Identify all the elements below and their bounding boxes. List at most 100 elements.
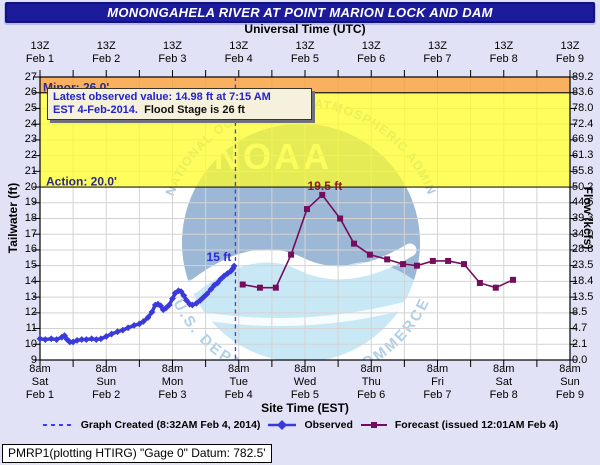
- left-tick-label: 22: [24, 149, 37, 162]
- right-tick-label: 83.6: [572, 86, 594, 99]
- observed-point-marker: [119, 326, 127, 334]
- bottom-tick-label: 8am Sat Feb 8: [489, 363, 518, 401]
- forecast-line: [242, 193, 514, 289]
- forecast-point-marker: [239, 281, 246, 288]
- flood-stage-note: Flood Stage is 26 ft: [144, 104, 245, 116]
- forecast-point-marker: [256, 284, 263, 291]
- bottom-axis-title: Site Time (EST): [261, 401, 349, 415]
- forecast-point-marker: [476, 279, 483, 286]
- observed-point-marker: [154, 300, 162, 308]
- left-tick-label: 26: [24, 86, 37, 99]
- forecast-point-marker: [445, 257, 452, 264]
- right-tick-label: 66.9: [572, 133, 594, 146]
- left-tick-label: 21: [24, 164, 37, 177]
- observed-point-marker: [144, 314, 152, 321]
- plot-border: [39, 76, 571, 361]
- forecast-peak-label: 19.5 ft: [308, 179, 343, 193]
- observed-point-marker: [108, 330, 115, 338]
- gage-datum-footer: PMRP1(plotting HTIRG) "Gage 0" Datum: 78…: [2, 444, 272, 463]
- legend-graph-created-label: Graph Created (8:32AM Feb 4, 2014): [80, 419, 261, 431]
- observed-point-marker: [124, 324, 132, 332]
- forecast-point-marker: [461, 261, 467, 268]
- left-tick-label: 9: [30, 353, 37, 366]
- right-tick-label: 89.2: [572, 70, 594, 83]
- latest-observed-line1: Latest observed value: 14.98 ft at 7:15 …: [53, 91, 271, 103]
- left-tick-label: 12: [24, 306, 37, 319]
- forecast-line-sample: [360, 422, 387, 428]
- right-tick-label: 72.4: [572, 117, 594, 130]
- left-tick-label: 14: [24, 274, 37, 287]
- left-tick-label: 15: [24, 259, 37, 272]
- forecast-point-marker: [429, 257, 436, 264]
- top-tick-label: 13Z Feb 3: [158, 40, 187, 65]
- right-tick-label: 28.8: [572, 243, 594, 256]
- left-tick-label: 13: [24, 290, 37, 303]
- observed-point-marker: [186, 300, 194, 308]
- chart-legend: Graph Created (8:32AM Feb 4, 2014) Obser…: [0, 419, 600, 431]
- top-tick-label: 13Z Feb 8: [489, 40, 518, 65]
- right-axis-title: Flow (kcfs): [581, 186, 595, 250]
- observed-point-marker: [114, 328, 121, 336]
- left-tick-label: 24: [24, 117, 37, 130]
- forecast-point-marker: [384, 256, 391, 263]
- right-tick-label: 23.5: [572, 259, 594, 272]
- observed-point-marker: [47, 335, 55, 343]
- top-tick-label: 13Z Feb 7: [423, 40, 452, 65]
- observed-line-sample: [268, 420, 297, 430]
- observed-point-marker: [230, 262, 238, 270]
- right-tick-label: 50.2: [572, 180, 594, 193]
- forecast-point-marker: [303, 206, 310, 213]
- observed-point-marker: [188, 301, 196, 309]
- forecast-point-marker: [366, 251, 373, 258]
- observed-point-marker: [88, 335, 96, 343]
- observed-point-marker: [78, 336, 86, 343]
- observed-point-marker: [180, 292, 188, 299]
- observed-point-marker: [82, 336, 90, 343]
- right-tick-label: 78.0: [572, 101, 594, 114]
- right-tick-label: 4.7: [572, 322, 588, 335]
- axis-ticks: [33, 70, 577, 367]
- latest-observed-line2: EST 4-Feb-2014. Flood Stage is 26 ft: [53, 104, 306, 117]
- top-tick-label: 13Z Feb 6: [357, 40, 386, 65]
- right-tick-label: 13.5: [572, 290, 594, 303]
- action-stage-label: Action: 20.0': [46, 175, 117, 189]
- right-tick-label: 8.5: [572, 306, 588, 319]
- left-tick-label: 20: [24, 180, 37, 193]
- observed-point-marker: [61, 332, 68, 340]
- right-tick-label: 39.3: [572, 212, 594, 224]
- observed-point-marker: [203, 290, 211, 298]
- forecast-point-marker: [337, 215, 344, 222]
- legend-observed-label: Observed: [304, 419, 353, 431]
- right-tick-label: 34.0: [572, 227, 594, 240]
- observed-point-marker: [159, 306, 167, 314]
- top-tick-label: 13Z Feb 1: [25, 40, 55, 65]
- forecast-point-marker: [319, 191, 326, 198]
- bottom-tick-label: 8am Wed Feb 5: [290, 363, 320, 401]
- bottom-tick-label: 8am Sun Feb 9: [555, 363, 585, 401]
- left-tick-label: 10: [24, 337, 37, 350]
- right-tick-label: 55.8: [572, 164, 594, 177]
- observed-point-marker: [151, 301, 159, 309]
- left-tick-label: 27: [24, 70, 37, 83]
- observed-point-marker: [214, 279, 221, 287]
- right-tick-label: 61.3: [572, 149, 594, 162]
- observed-point-marker: [130, 322, 138, 329]
- right-tick-label: 0.0: [572, 353, 588, 366]
- observed-point-marker: [148, 308, 156, 316]
- observed-point-marker: [175, 287, 182, 295]
- observed-point-marker: [97, 335, 105, 343]
- observed-point-marker: [41, 336, 49, 343]
- right-tick-label: 2.1: [572, 337, 588, 350]
- left-tick-label: 23: [24, 133, 37, 146]
- forecast-point-marker: [288, 251, 295, 258]
- left-tick-label: 16: [24, 243, 37, 256]
- right-tick-label: 18.4: [572, 274, 594, 287]
- forecast-point-marker: [510, 276, 517, 283]
- left-axis-title: Tailwater (ft): [6, 182, 20, 254]
- bottom-tick-label: 8am Sun Feb 2: [92, 363, 121, 401]
- forecast-point-marker: [413, 262, 420, 269]
- right-tick-label: 44.6: [572, 196, 594, 209]
- observed-point-marker: [139, 318, 147, 325]
- bottom-tick-label: 8am Mon Feb 3: [158, 363, 187, 401]
